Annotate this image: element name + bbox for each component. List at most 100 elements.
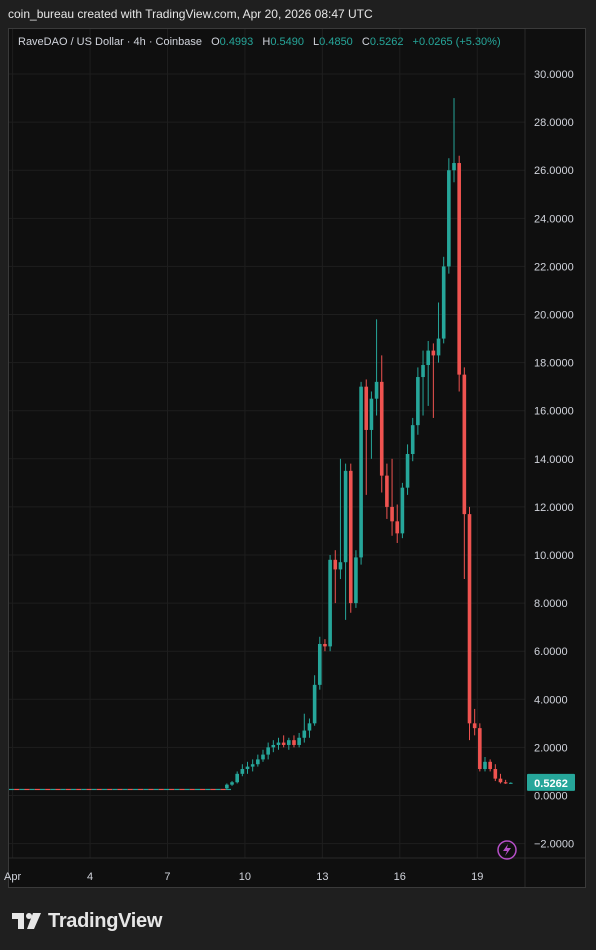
candle-body — [457, 163, 461, 375]
low-label: L — [313, 36, 320, 48]
candle-body — [333, 559, 338, 570]
candle-body — [483, 761, 487, 770]
y-tick-label: 16.0000 — [534, 406, 574, 418]
candle-body — [416, 377, 420, 426]
symbol-title[interactable]: RaveDAO / US Dollar · 4h · Coinbase — [18, 36, 203, 48]
candle-body — [276, 742, 281, 745]
candle-body — [323, 643, 327, 647]
candle-body — [400, 487, 405, 534]
candle-body — [452, 163, 456, 171]
tradingview-logo[interactable]: TradingView — [12, 906, 162, 936]
candle-body — [374, 381, 379, 399]
candle-body — [235, 773, 239, 783]
current-price-tag — [527, 773, 575, 791]
candle-body — [359, 386, 363, 558]
candle-body — [230, 782, 234, 785]
candle-body — [317, 643, 322, 685]
tradingview-logo-icon — [12, 913, 41, 929]
candle-body — [240, 769, 245, 774]
candle-body — [503, 782, 508, 784]
candle-body — [421, 365, 425, 378]
x-tick-label: 16 — [394, 871, 406, 883]
y-tick-label: 18.0000 — [534, 358, 574, 370]
candle-body — [256, 759, 260, 765]
candle-body — [385, 475, 389, 507]
candle-body — [462, 374, 467, 515]
y-tick-label: 24.0000 — [534, 213, 574, 225]
y-tick-label: 30.0000 — [534, 69, 574, 81]
y-tick-label: 22.0000 — [534, 261, 574, 273]
candle-body — [447, 170, 451, 267]
candle-body — [307, 723, 312, 731]
candle-body — [312, 684, 317, 724]
x-tick-label: 13 — [316, 871, 328, 883]
candle-body — [395, 521, 400, 534]
candle-body — [472, 723, 477, 729]
y-tick-label: 8.0000 — [534, 598, 568, 610]
candle-body — [498, 778, 503, 783]
candle-body — [478, 728, 482, 770]
y-tick-label: −2.0000 — [534, 839, 574, 851]
x-tick-label: 7 — [164, 871, 170, 883]
candle-body — [431, 350, 436, 356]
candle-body — [271, 744, 276, 748]
candle-body — [328, 559, 332, 647]
y-tick-label: 2.0000 — [534, 742, 568, 754]
x-tick-label: Apr — [4, 871, 21, 883]
high-value: 0.5490 — [270, 36, 304, 48]
open-label: O — [211, 36, 220, 48]
candle-body — [297, 737, 301, 745]
y-tick-label: 10.0000 — [534, 550, 574, 562]
candle-body — [493, 769, 498, 779]
candle-body — [405, 454, 410, 488]
candle-body — [390, 506, 394, 522]
candle-body — [379, 381, 384, 476]
candle-body — [281, 742, 286, 745]
candle-body — [343, 470, 348, 563]
candle-body — [292, 740, 296, 745]
candle-body — [338, 562, 343, 570]
candle-body — [250, 764, 255, 767]
candle-body — [426, 350, 431, 366]
candle-body — [369, 398, 374, 430]
lightning-icon[interactable] — [497, 840, 517, 860]
candle-body — [266, 747, 270, 755]
current-price-label: 0.5262 — [534, 778, 568, 790]
y-tick-label: 0.0000 — [534, 790, 568, 802]
low-value: 0.4850 — [319, 36, 353, 48]
y-tick-label: 20.0000 — [534, 310, 574, 322]
open-value: 0.4993 — [219, 36, 254, 48]
candle-body — [348, 470, 353, 604]
candle-body — [410, 425, 415, 454]
tradingview-brand-text: TradingView — [48, 909, 163, 932]
candle-body — [354, 557, 358, 604]
candle-body — [245, 766, 250, 770]
candle-body — [467, 514, 472, 724]
candle-body — [488, 761, 492, 770]
candle-body — [441, 266, 446, 339]
candle-body — [261, 754, 265, 760]
change-value: +0.0265 (+5.30%) — [412, 36, 501, 48]
candle-body — [508, 782, 513, 784]
x-tick-label: 4 — [87, 871, 93, 883]
y-tick-label: 12.0000 — [534, 502, 574, 514]
high-label: H — [262, 36, 271, 48]
candle-body — [302, 730, 307, 738]
y-tick-label: 6.0000 — [534, 646, 568, 658]
ohlc-legend: RaveDAO / US Dollar · 4h · Coinbase O0.4… — [18, 36, 501, 48]
chart-frame[interactable] — [8, 28, 586, 888]
y-tick-label: 28.0000 — [534, 117, 574, 129]
close-value: 0.5262 — [369, 36, 404, 48]
candle-body — [225, 784, 229, 789]
chart-attribution: coin_bureau created with TradingView.com… — [8, 7, 373, 21]
candle-body — [364, 386, 369, 430]
y-tick-label: 26.0000 — [534, 165, 574, 177]
y-tick-label: 4.0000 — [534, 694, 568, 706]
candle-body — [436, 338, 441, 356]
close-label: C — [361, 36, 370, 48]
y-tick-label: 14.0000 — [534, 454, 574, 466]
candle-body — [287, 740, 291, 745]
x-tick-label: 19 — [471, 871, 483, 883]
x-tick-label: 10 — [239, 871, 251, 883]
